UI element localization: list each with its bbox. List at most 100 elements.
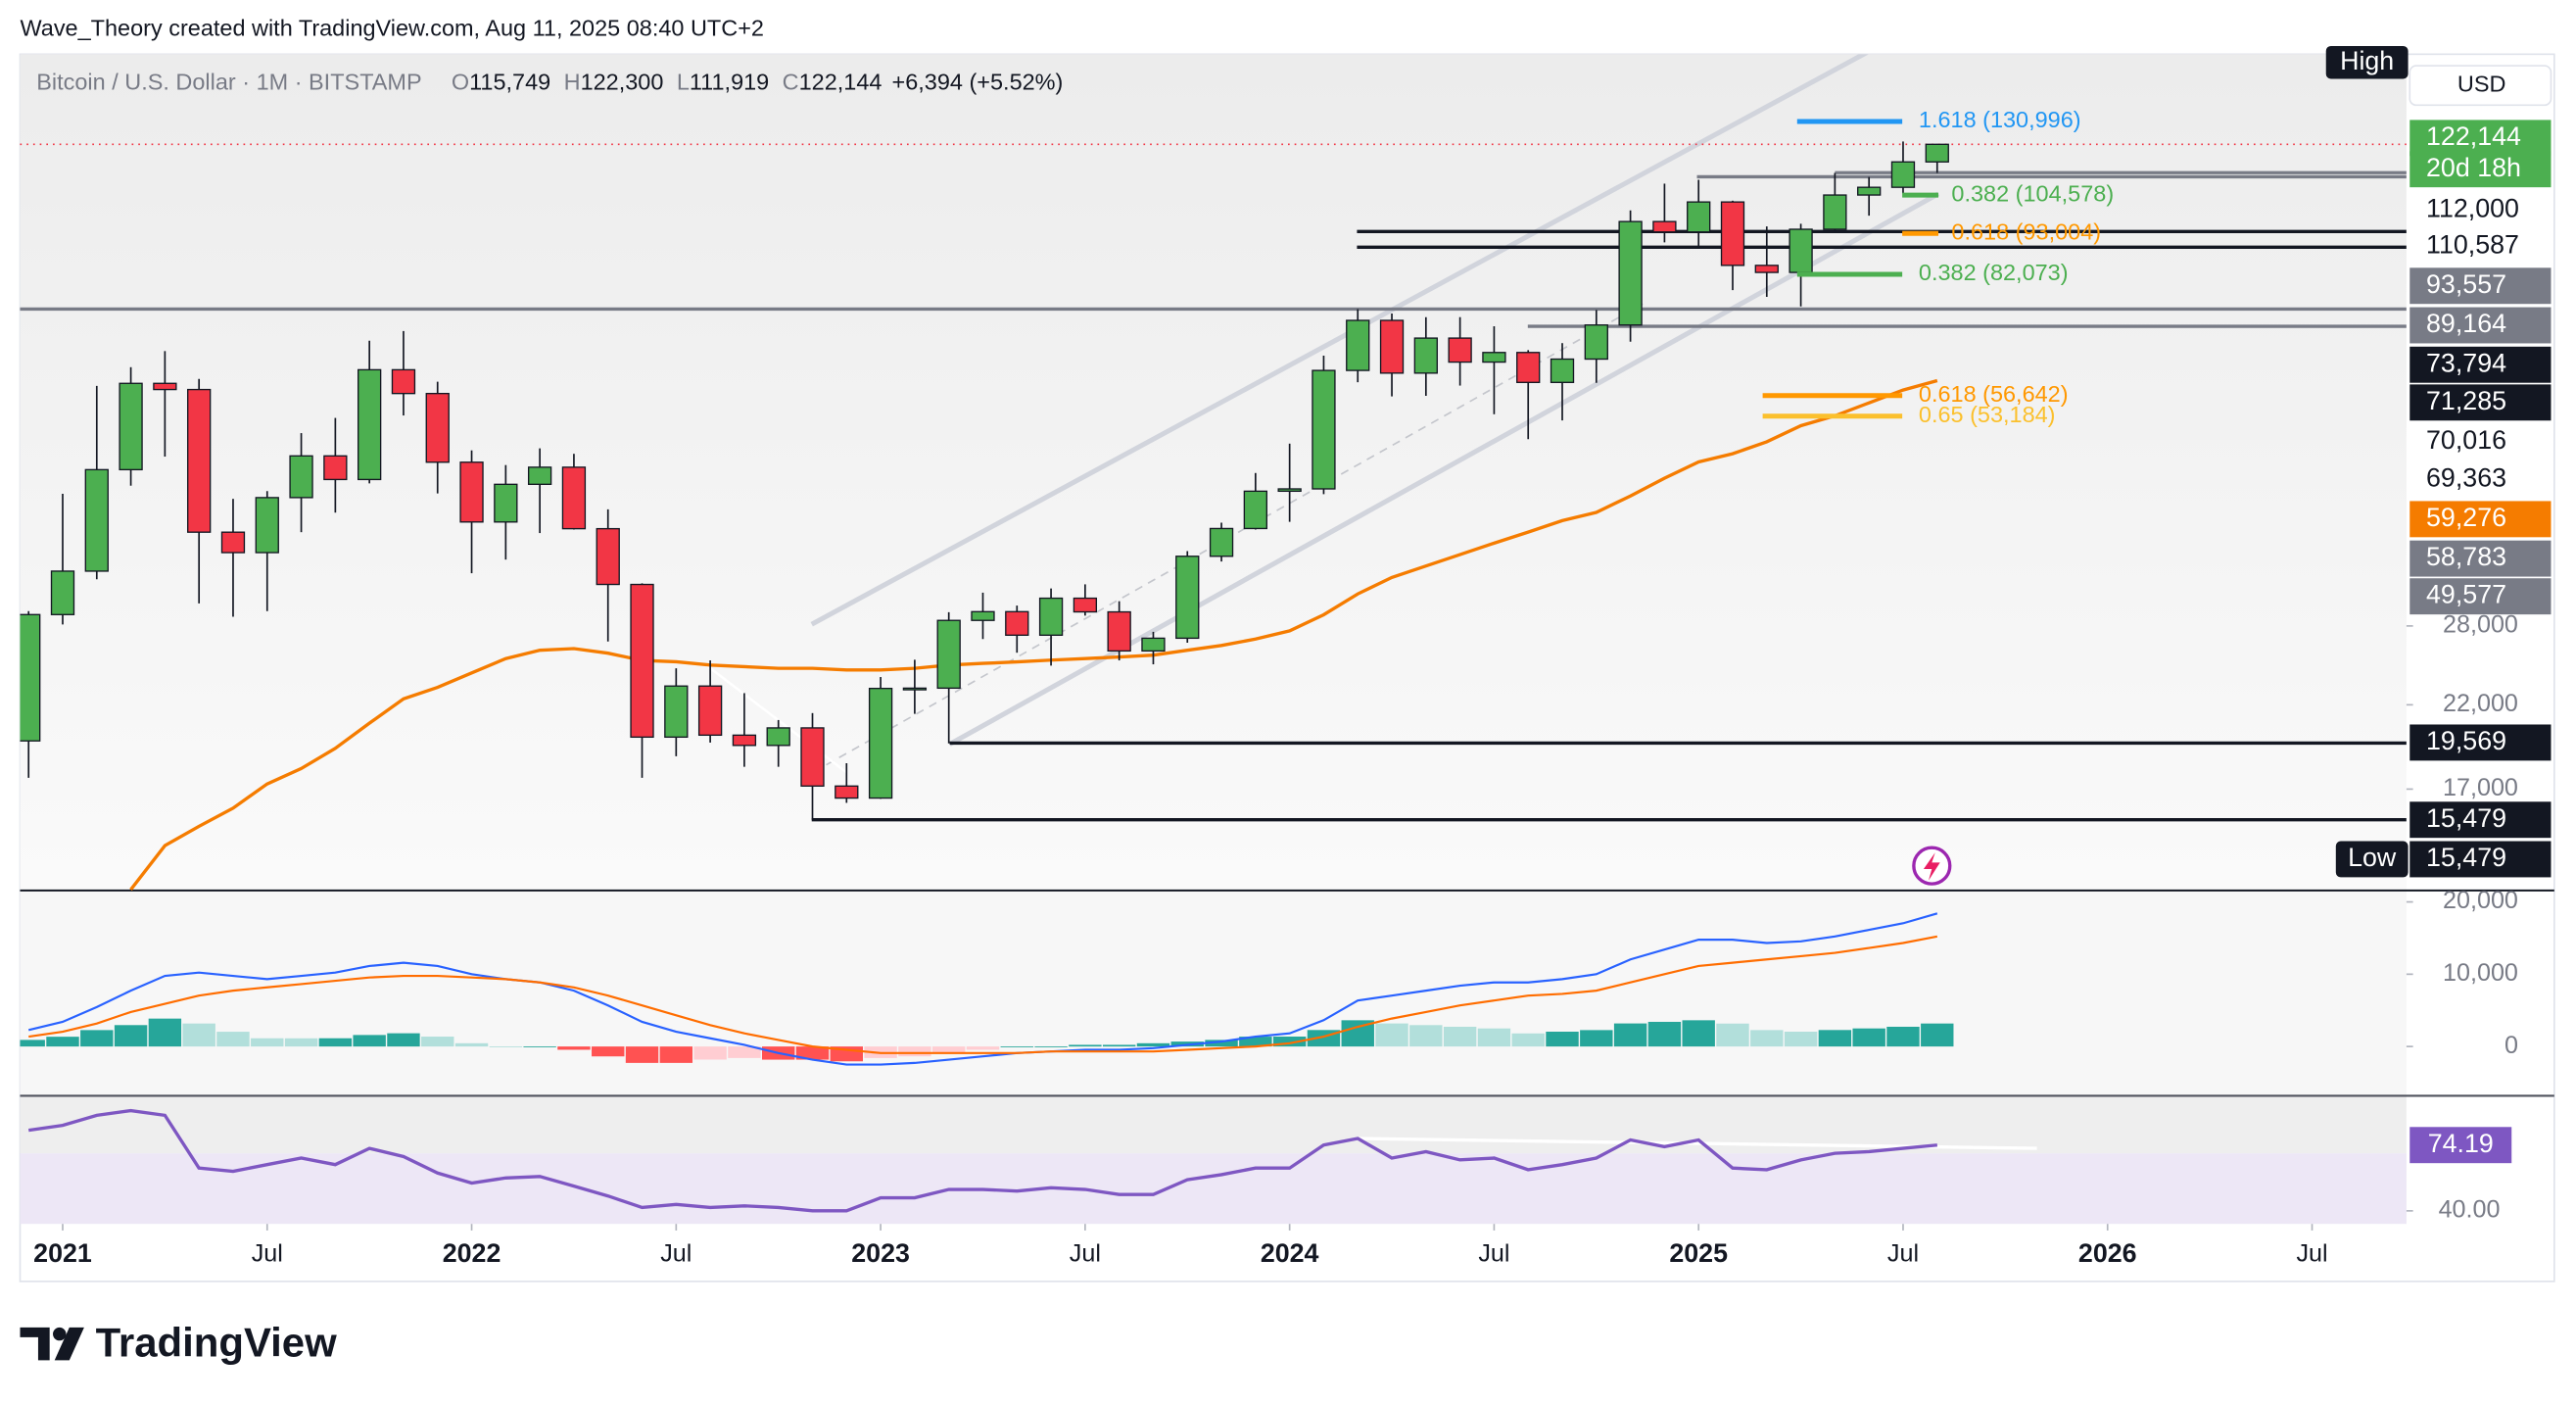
candle-body [494,483,518,523]
fib-label: 0.618 (56,642) [1919,381,2069,407]
legend-value: 122,144 [799,70,883,95]
macd-histogram-bar [1205,1040,1238,1047]
price-label: 58,783 [2426,542,2506,571]
price-label: 71,285 [2426,386,2506,415]
macd-histogram-bar [284,1038,318,1047]
macd-histogram-bar [251,1038,284,1047]
macd-histogram-bar [1511,1033,1545,1047]
x-tick-label: 2022 [443,1238,501,1268]
candle-body [1073,597,1098,613]
candle-body [255,497,279,554]
legend-key: C [783,70,799,95]
candle-body [119,382,143,471]
macd-histogram-bar [931,1046,966,1053]
candle-body [289,455,313,499]
candle-body [527,466,552,485]
currency: USD [2457,71,2506,96]
macd-histogram-bar [1784,1032,1818,1047]
candle-body [1209,527,1234,557]
macd-histogram-bar [489,1046,523,1047]
candle-body [1720,201,1745,266]
rsi-value-label: 74.19 [2428,1129,2494,1158]
macd-histogram-bar [966,1046,1000,1050]
macd-histogram-bar [557,1046,591,1050]
low-label: Low [2348,843,2397,872]
legend-value: 122,300 [581,70,664,95]
author-line: Wave_Theory created with TradingView.com… [20,15,763,40]
candle-body [1346,319,1370,371]
macd-histogram-bar [1613,1023,1647,1047]
price-label: 73,794 [2426,348,2506,377]
price-label-box [2409,192,2552,229]
candle-body [1243,490,1268,530]
macd-histogram-bar [114,1025,148,1047]
legend-key: H [564,70,581,95]
price-label: 89,164 [2426,309,2506,338]
macd-histogram-bar [1647,1021,1682,1047]
macd-histogram-bar [1239,1037,1272,1047]
macd-histogram-bar [1852,1028,1885,1047]
macd-histogram-bar [20,1040,45,1047]
logo-mark [54,1327,84,1361]
candle-body [323,455,348,481]
candle-body [1448,337,1472,363]
macd-histogram-bar [353,1035,386,1047]
candle-body [800,727,825,787]
rsi-pane-top [20,1095,2407,1154]
price-label-box [2409,540,2552,577]
macd-histogram-bar [1716,1023,1749,1047]
price-label-box [2409,501,2552,538]
macd-histogram-bar [182,1023,215,1047]
y-tick-label: 22,000 [2443,690,2518,717]
candle-body [459,461,484,523]
price-label-box [2409,461,2552,499]
legend-key: O [452,70,469,95]
x-tick-label: Jul [2296,1240,2327,1268]
candle-body [50,570,75,615]
rsi-line [27,1108,1938,1213]
macd-histogram-bar [1477,1028,1511,1047]
candle-body [425,392,450,463]
macd-histogram-bar [523,1046,556,1047]
macd-histogram-bar [1409,1025,1443,1047]
ema-line [129,378,1938,891]
price-label: 20d 18h [2426,153,2521,182]
price-label-box [2409,120,2552,157]
macd-line [27,912,1938,1066]
rsi-value-box [2409,1127,2512,1164]
macd-histogram-bar [1886,1026,1920,1047]
brand-name: TradingView [96,1319,337,1365]
candle-body [1141,637,1166,653]
price-label-box [2409,346,2552,383]
legend: Bitcoin / U.S. Dollar · 1M · BITSTAMP O11… [36,70,1063,95]
price-label-box [2409,724,2552,761]
price-label-box [2409,151,2552,188]
layer [27,1108,1938,1213]
candle-body [1005,610,1029,636]
macd-tick-label: 0 [2504,1032,2518,1059]
candle-body [1823,194,1847,230]
macd-histogram-bar [625,1046,659,1063]
candle-body [971,610,995,621]
candle-body [1516,352,1541,383]
candle-body [153,382,177,391]
legend-symbol: Bitcoin / U.S. Dollar · 1M · BITSTAMP [36,70,421,95]
macd-histogram-bar [80,1030,114,1047]
candle-body [358,368,382,481]
x-tick-label: 2026 [2078,1238,2137,1268]
macd-histogram-bar [1034,1046,1068,1047]
alert-icon-bolt [1923,852,1940,881]
macd-histogram-bar [728,1046,761,1058]
macd-histogram-bar [454,1042,489,1047]
price-label: 70,016 [2426,425,2506,455]
price-label: 112,000 [2426,194,2519,223]
x-tick-label: Jul [1887,1240,1919,1268]
fib-label: 0.65 (53,184) [1919,402,2056,427]
macd-tick-label: 10,000 [2443,959,2518,987]
legend-change: +6,394 (+5.52%) [892,70,1064,95]
macd-histogram-bar [1682,1020,1715,1047]
x-tick-label: 2025 [1669,1238,1728,1268]
rsi-pane-band [20,1153,2407,1225]
macd-histogram-bar [795,1046,830,1060]
